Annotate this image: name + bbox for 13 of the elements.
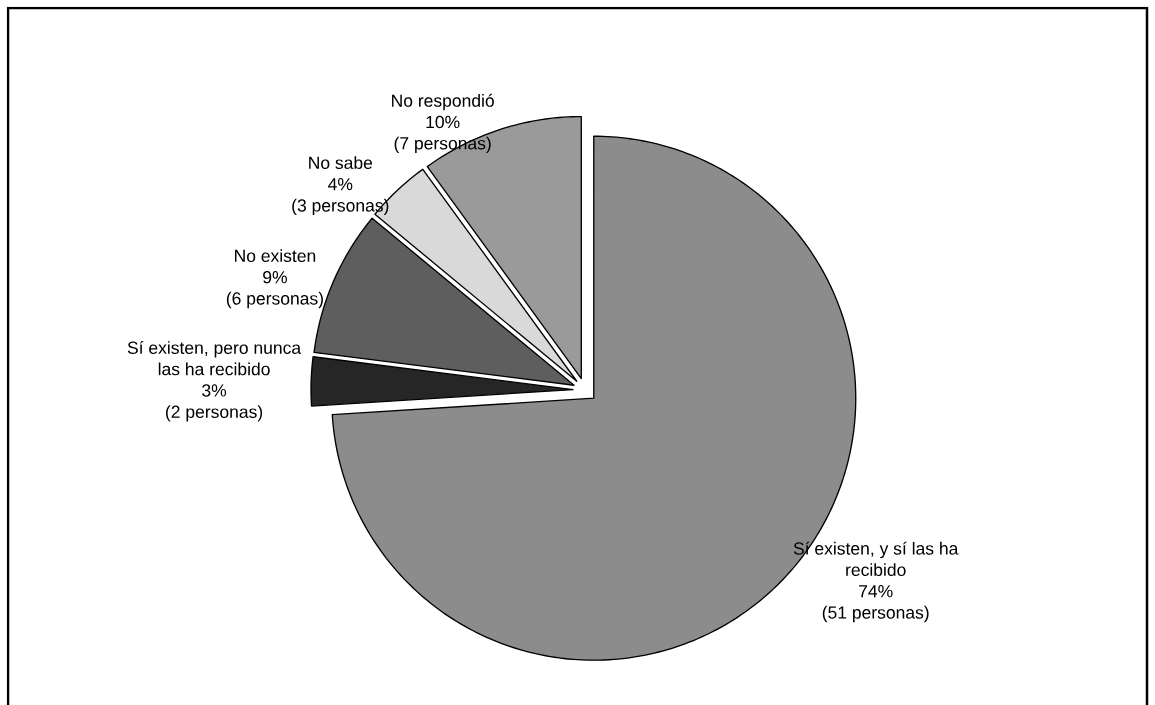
slice-label: Sí existen, pero nunca las ha recibido [127, 340, 302, 376]
slice-label: No existen [235, 249, 316, 263]
text: (51 personas) [822, 605, 929, 623]
data-label: 10% [426, 115, 460, 129]
slice-label: No respondió [392, 93, 494, 111]
data-label: 9% [263, 270, 287, 284]
text: (6 personas) [226, 291, 323, 309]
data-label: 4% [328, 178, 353, 191]
data-label: 74% [859, 585, 893, 598]
slice-label: Sí existen, y sí las ha recibido [793, 541, 959, 577]
slice-label: No sabe [309, 156, 373, 170]
text: (2 personas) [166, 405, 263, 422]
data-label: 3% [202, 384, 227, 397]
